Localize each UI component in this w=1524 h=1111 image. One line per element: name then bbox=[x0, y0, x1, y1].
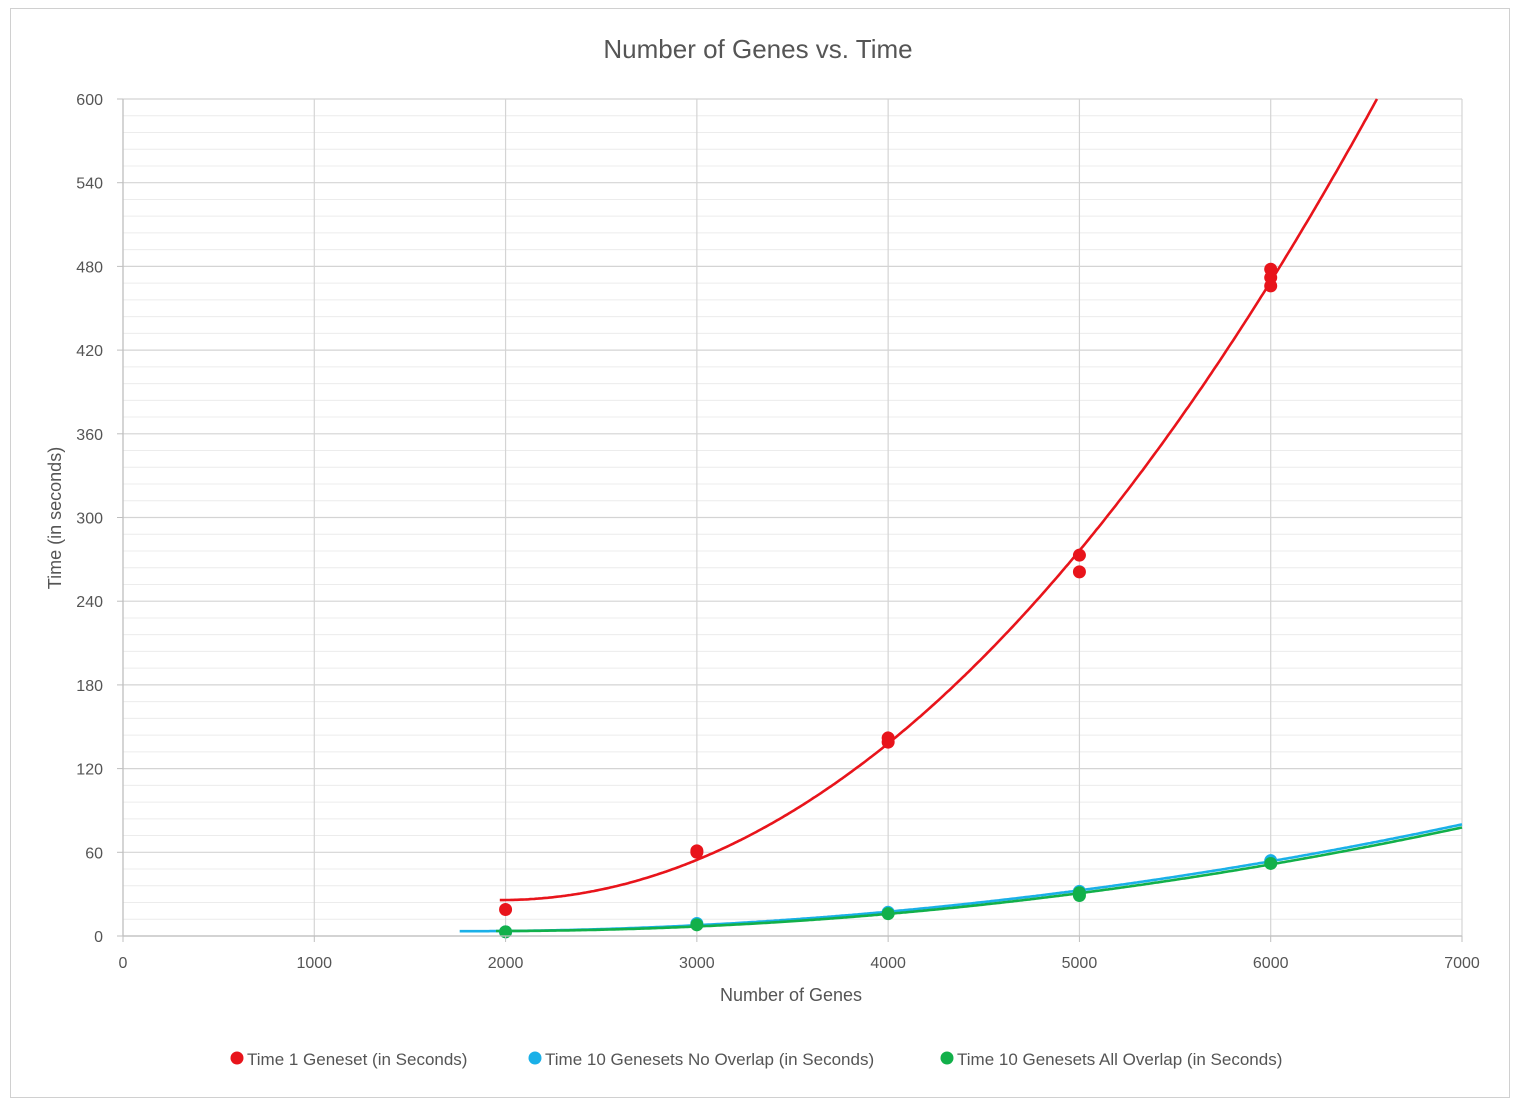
legend-marker-series-2 bbox=[528, 1051, 542, 1065]
x-tick-label: 3000 bbox=[679, 955, 715, 972]
trendline-series-1 bbox=[499, 98, 1379, 902]
data-point-series-3 bbox=[881, 907, 895, 921]
data-point-series-1 bbox=[499, 902, 513, 916]
data-point-series-1 bbox=[1072, 548, 1086, 562]
y-tick-label: 540 bbox=[76, 176, 103, 193]
data-point-series-3 bbox=[499, 925, 513, 939]
y-tick-label: 240 bbox=[76, 594, 103, 611]
legend: Time 1 Geneset (in Seconds) Time 10 Genes… bbox=[230, 1050, 1282, 1069]
data-point-series-1 bbox=[1264, 279, 1278, 293]
legend-marker-series-1 bbox=[230, 1051, 244, 1065]
chart-frame bbox=[10, 8, 1510, 1098]
y-tick-label: 480 bbox=[76, 259, 103, 276]
y-tick-label: 600 bbox=[76, 92, 103, 109]
x-tick-label: 0 bbox=[119, 955, 128, 972]
x-tick-label: 2000 bbox=[488, 955, 524, 972]
x-axis-title: Number of Genes bbox=[720, 985, 862, 1005]
trendline-layer bbox=[459, 98, 1463, 933]
y-tick-label: 420 bbox=[76, 343, 103, 360]
legend-label-series-2: Time 10 Genesets No Overlap (in Seconds) bbox=[545, 1050, 874, 1069]
data-point-series-1 bbox=[881, 731, 895, 745]
x-tick-label: 7000 bbox=[1444, 955, 1480, 972]
y-tick-label: 0 bbox=[94, 929, 103, 946]
x-tick-label: 5000 bbox=[1062, 955, 1098, 972]
chart-title: Number of Genes vs. Time bbox=[603, 34, 912, 64]
y-tick-label: 120 bbox=[76, 762, 103, 779]
legend-label-series-3: Time 10 Genesets All Overlap (in Seconds… bbox=[957, 1050, 1282, 1069]
x-tick-label: 6000 bbox=[1253, 955, 1289, 972]
data-point-series-3 bbox=[1072, 886, 1086, 900]
x-tick-label: 4000 bbox=[870, 955, 906, 972]
y-tick-label: 360 bbox=[76, 427, 103, 444]
x-tick-label: 1000 bbox=[296, 955, 332, 972]
y-tick-label: 60 bbox=[85, 845, 103, 862]
legend-marker-series-3 bbox=[940, 1051, 954, 1065]
data-point-series-1 bbox=[1072, 565, 1086, 579]
point-layer bbox=[499, 262, 1278, 939]
trendline-series-3 bbox=[496, 826, 1463, 933]
y-tick-label: 300 bbox=[76, 511, 103, 528]
y-axis-title: Time (in seconds) bbox=[45, 447, 65, 589]
grid-layer bbox=[122, 98, 1463, 937]
data-point-series-3 bbox=[690, 918, 704, 932]
data-point-series-1 bbox=[690, 844, 704, 858]
legend-label-series-1: Time 1 Geneset (in Seconds) bbox=[247, 1050, 467, 1069]
trendline-series-2 bbox=[459, 823, 1463, 933]
data-point-series-3 bbox=[1264, 856, 1278, 870]
y-tick-label: 180 bbox=[76, 678, 103, 695]
